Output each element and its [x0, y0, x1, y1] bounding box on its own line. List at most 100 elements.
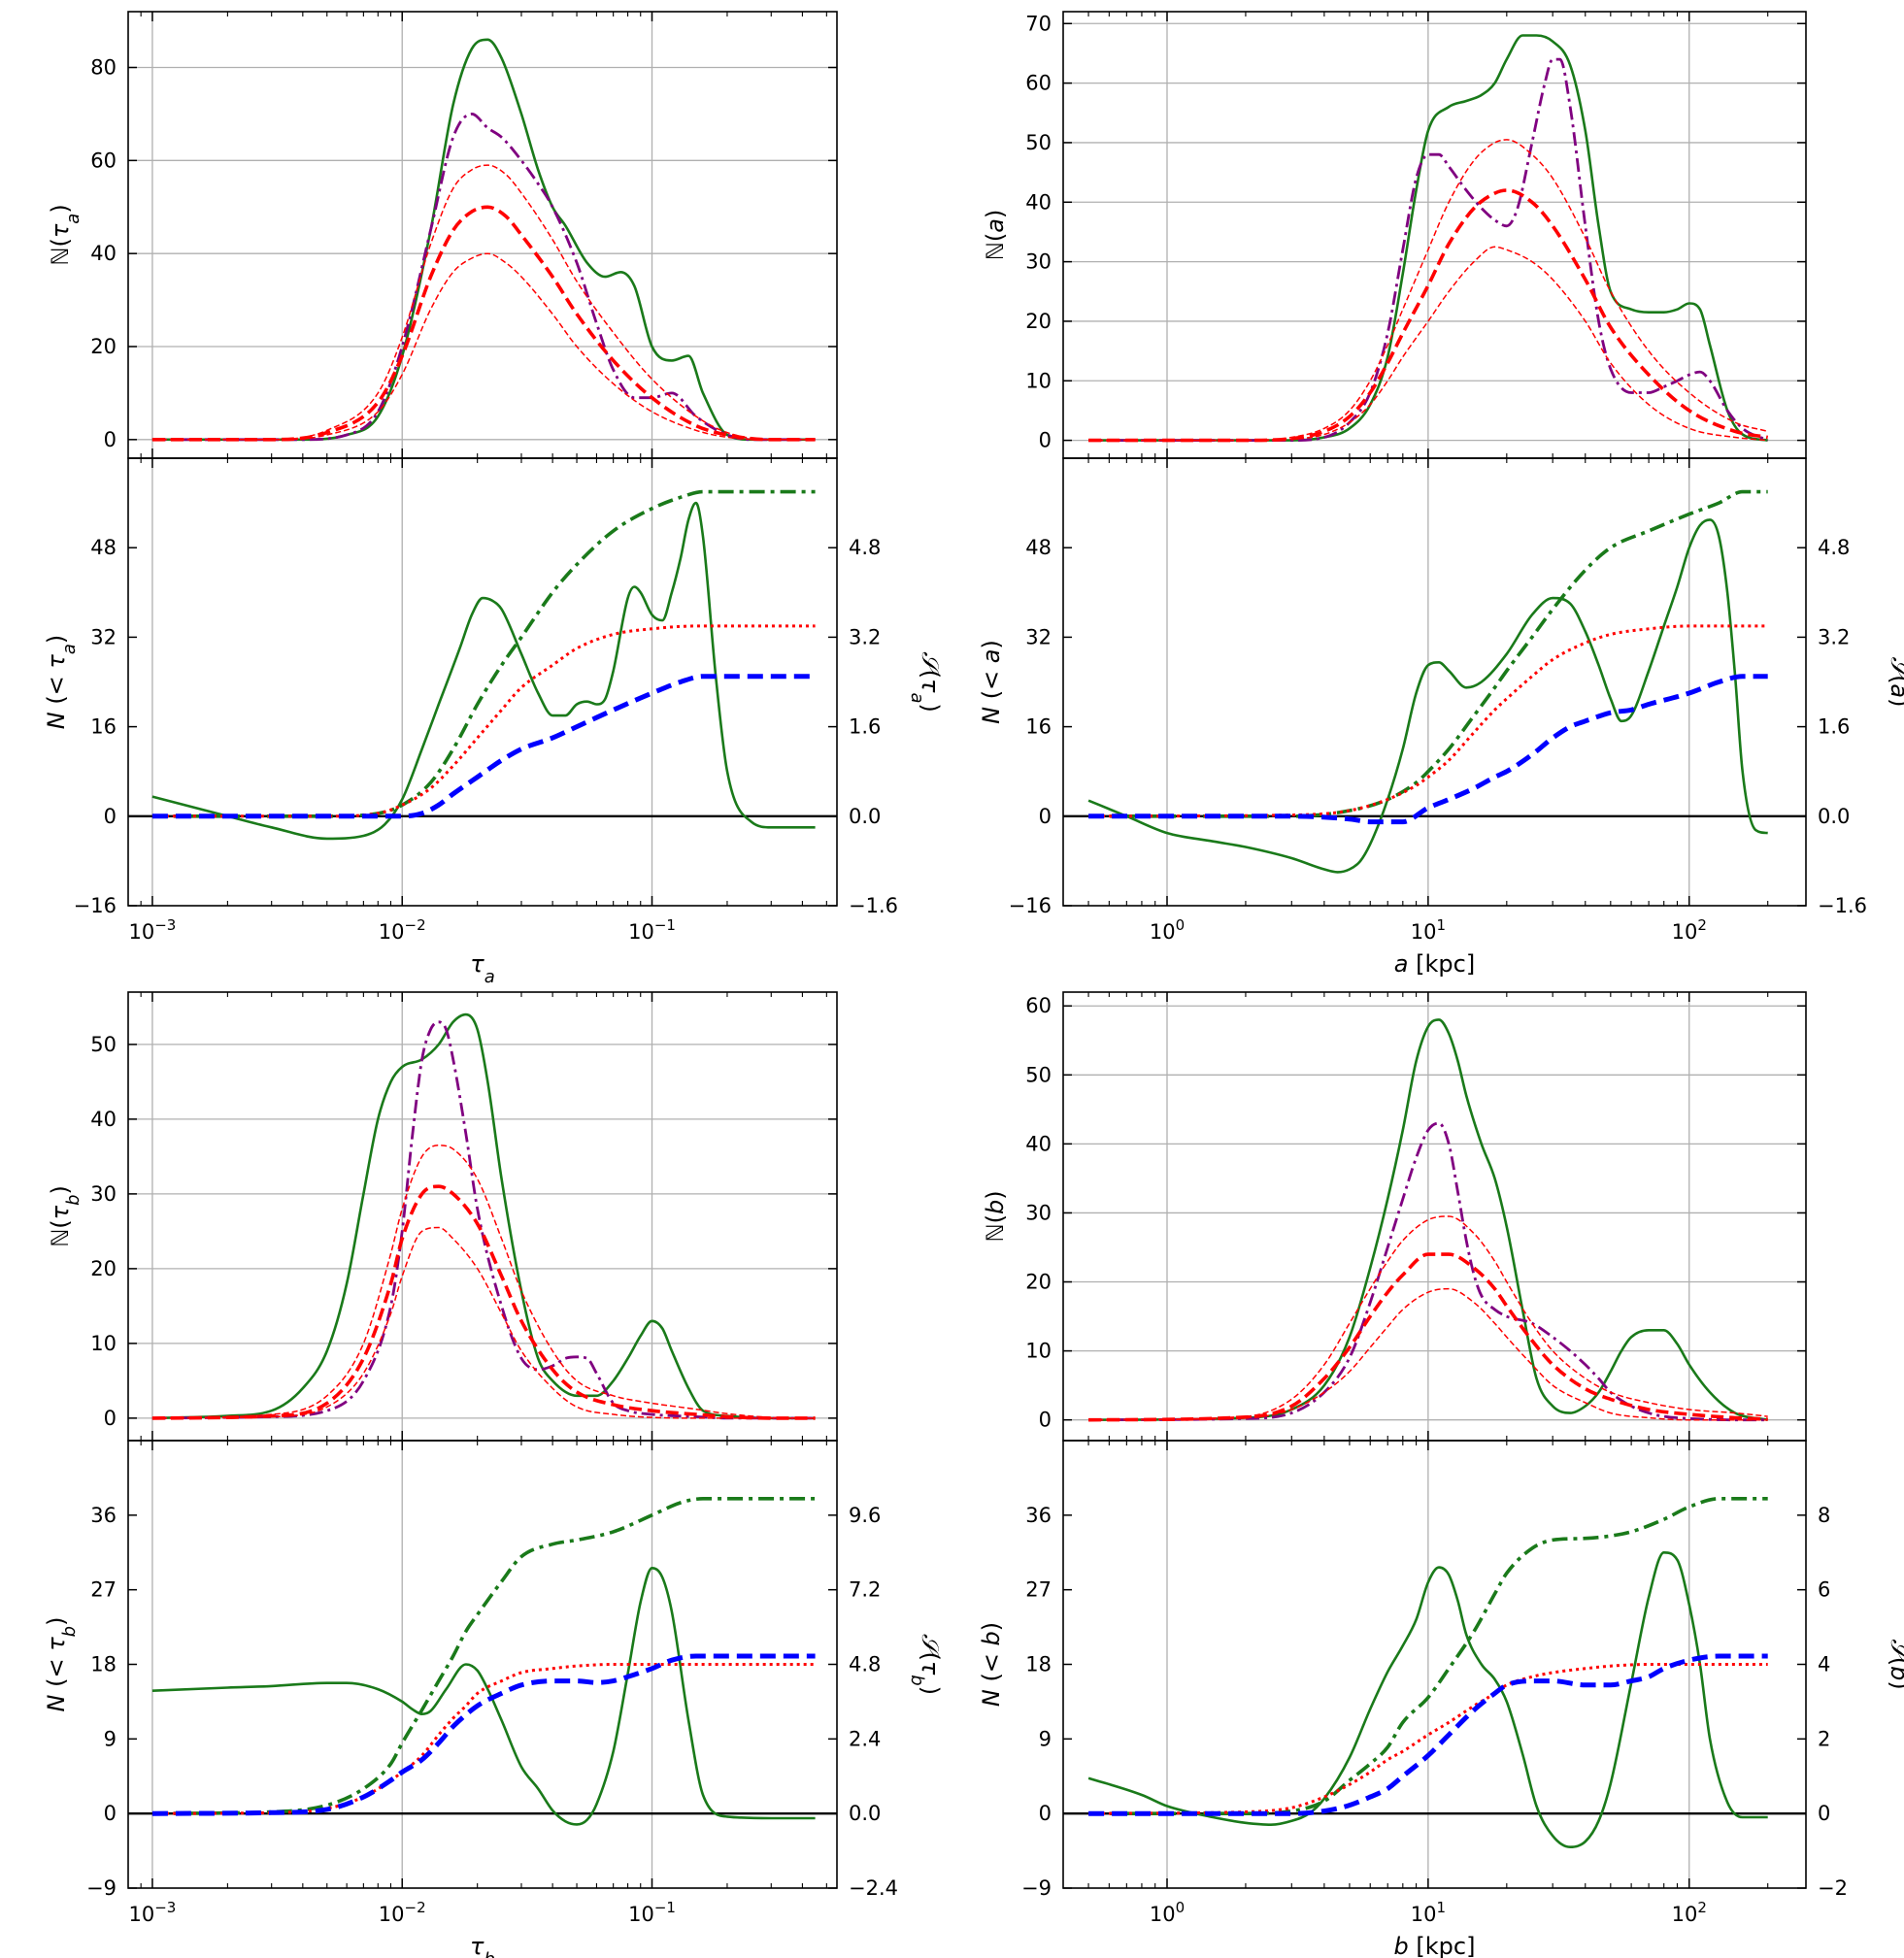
y-tick-label: 40: [1025, 1132, 1052, 1155]
y-tick-label: 30: [1025, 250, 1052, 274]
y-tick-label: 20: [1025, 310, 1052, 333]
panel-top-tau_a: 0 20 40 60 80 ℕ(τa): [47, 11, 838, 459]
series-significance: [151, 501, 816, 841]
y-tick-label: 32: [90, 625, 117, 648]
y-tick-label: 9: [104, 1727, 117, 1750]
y-tick-label: 18: [90, 1653, 117, 1676]
y-tick-label: 0: [104, 805, 117, 828]
y-tick-label: 60: [90, 149, 117, 172]
y-tick-label: 80: [90, 56, 117, 80]
y-tick-label: 0: [104, 1407, 117, 1430]
y-tick-label: 18: [1025, 1653, 1052, 1676]
bottom-series-group: [151, 1496, 816, 1826]
x-tick-label: 10−1: [628, 1899, 676, 1926]
y-tick-label: −16: [74, 894, 117, 917]
y2-tick-label: 4: [1818, 1653, 1830, 1676]
series-data: [151, 38, 816, 442]
y2-tick-label: 0.0: [849, 1802, 881, 1825]
x-tick-label: 102: [1672, 1899, 1707, 1926]
x-axis-label: τa: [470, 950, 494, 987]
x-tick-label: 10−3: [129, 1899, 177, 1926]
y2-tick-label: 7.2: [849, 1578, 881, 1602]
panel-top-b: 0 10 20 30 40 50 60 ℕ(b): [982, 991, 1807, 1442]
top-series-group: [1088, 1018, 1768, 1422]
series-significance: [151, 1567, 816, 1826]
y-tick-label: 10: [1025, 369, 1052, 392]
x-tick-label: 10−2: [379, 1899, 426, 1926]
series-alt: [151, 1020, 816, 1420]
y2-tick-label: 9.6: [849, 1504, 881, 1527]
series-data: [151, 1012, 816, 1420]
series-model_lower: [1088, 246, 1768, 442]
y-tick-label: 10: [90, 1332, 117, 1355]
bottom-frame: [1062, 457, 1807, 907]
y2-tick-label: 6: [1818, 1578, 1830, 1602]
y-tick-label: 0: [1039, 1802, 1052, 1825]
y-tick-label: 36: [1025, 1504, 1052, 1527]
y-tick-label: 27: [1025, 1578, 1052, 1602]
bottom-ylabel2: 𝒮(b): [1886, 1639, 1904, 1690]
y-tick-label: 40: [90, 242, 117, 265]
chart-tau_b: 0 10 20 30 40 50 ℕ(τb) −9 0 9 18 27 36 −2.4 0.0 2.4 4.8 7…: [43, 991, 945, 1958]
top-ylabel: ℕ(τb): [47, 1185, 84, 1247]
y-tick-label: 9: [1039, 1727, 1052, 1750]
bottom-ylabel2: 𝒮(τb): [908, 1634, 945, 1695]
y-tick-label: 20: [90, 1257, 117, 1280]
series-significance: [1087, 1551, 1768, 1848]
y-tick-label: 50: [1025, 1063, 1052, 1086]
series-significance: [1087, 518, 1768, 874]
y-tick-label: 40: [90, 1108, 117, 1131]
y2-tick-label: 0.0: [1818, 805, 1850, 828]
x-axis-label: τb: [470, 1933, 495, 1958]
series-model_upper: [1088, 139, 1768, 442]
y2-tick-label: 3.2: [1818, 625, 1850, 648]
top-series-group: [1088, 34, 1769, 443]
series-model_upper: [151, 1145, 816, 1419]
series-cumulative_model: [151, 624, 816, 818]
y2-tick-label: −2.4: [849, 1876, 898, 1900]
y2-tick-label: 0: [1818, 1802, 1830, 1825]
top-ylabel: ℕ(b): [982, 1190, 1009, 1242]
series-alt: [151, 113, 816, 442]
bottom-ylabel: N (< τb): [43, 1617, 80, 1712]
x-tick-label: 10−2: [379, 916, 426, 944]
y-tick-label: 32: [1025, 625, 1052, 648]
y-tick-label: 20: [90, 335, 117, 358]
y-tick-label: 48: [90, 536, 117, 559]
x-tick-label: 100: [1150, 916, 1185, 944]
series-cumulative_alt: [151, 674, 816, 819]
series-model_mean: [1088, 1252, 1768, 1422]
y2-tick-label: 3.2: [849, 625, 881, 648]
series-model_lower: [1088, 1287, 1768, 1421]
panel-bottom-tau_a: −16 0 16 32 48 −1.6 0.0 1.6 3.2 4.8 10−3 10−2 10−1 τa…: [43, 457, 944, 987]
y-tick-label: 36: [90, 1504, 117, 1527]
top-series-group: [151, 1012, 816, 1420]
y2-tick-label: 4.8: [849, 536, 881, 559]
y-tick-label: 60: [1025, 994, 1052, 1017]
series-cumulative_data: [1088, 1496, 1768, 1816]
chart-tau_a: 0 20 40 60 80 ℕ(τa) −16 0 16 32 48 −1.6 0.0 1.6 3.2 4.8…: [43, 11, 944, 987]
series-cumulative_alt: [1088, 674, 1768, 825]
series-cumulative_alt: [1088, 1653, 1768, 1816]
y-tick-label: 20: [1025, 1271, 1052, 1294]
y2-tick-label: 2: [1818, 1727, 1830, 1750]
y2-tick-label: 1.6: [849, 715, 881, 739]
y-tick-label: 40: [1025, 190, 1052, 214]
panel-bottom-tau_b: −9 0 9 18 27 36 −2.4 0.0 2.4 4.8 7.2 9.6 10−3 10−2 10−…: [43, 1440, 945, 1958]
y-tick-label: 60: [1025, 72, 1052, 95]
y-tick-label: 30: [90, 1182, 117, 1206]
bottom-frame: [1062, 1440, 1807, 1889]
panel-bottom-b: −9 0 9 18 27 36 −2 0 2 4 6 8 100 101 102 b [kpc] N (< b)…: [978, 1440, 1904, 1958]
y2-tick-label: −1.6: [1818, 894, 1867, 917]
series-model_lower: [151, 1226, 816, 1419]
y-tick-label: 30: [1025, 1201, 1052, 1224]
y-tick-label: 0: [1039, 429, 1052, 452]
bottom-series-group: [151, 489, 816, 841]
y-tick-label: 50: [1025, 131, 1052, 154]
y2-tick-label: −2: [1818, 1876, 1848, 1900]
bottom-ylabel2: 𝒮(a): [1886, 656, 1904, 707]
series-model_mean: [1088, 188, 1769, 443]
top-frame: [127, 991, 838, 1442]
y-tick-label: 0: [1039, 1409, 1052, 1432]
